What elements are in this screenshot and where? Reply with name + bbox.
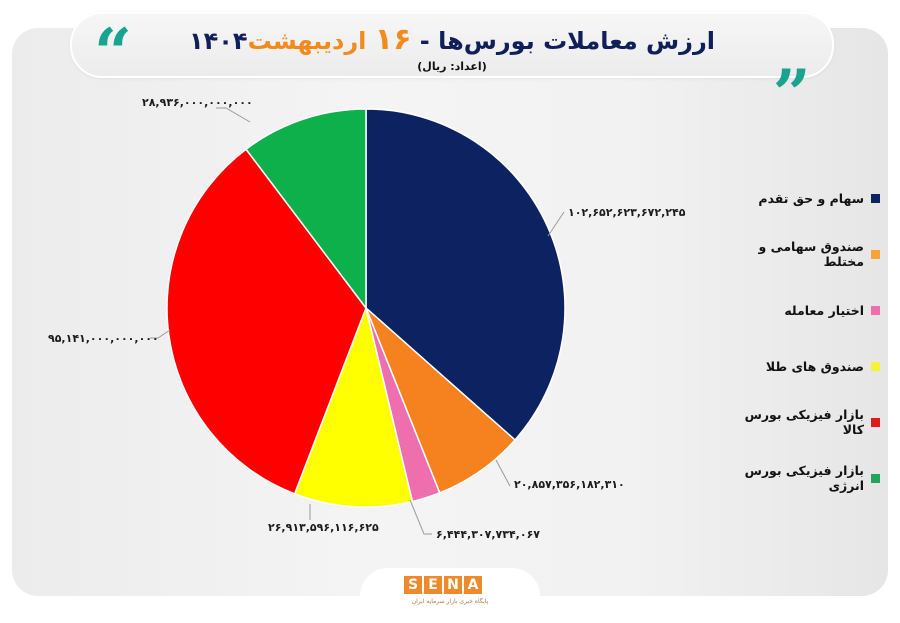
legend-item-commodity: بازار فیزیکی بورس کالا (720, 394, 880, 450)
pie-slice-stocks (365, 108, 566, 442)
legend-item-gold-funds: صندوق های طلا (720, 338, 880, 394)
title-prefix: ارزش معاملات بورس‌ها - (411, 27, 716, 55)
sena-logo: S E N A (404, 576, 482, 594)
logo-tagline: پایگاه خبری بازار سرمایه ایران (411, 598, 489, 605)
unit-subtitle: (اعداد: ریال) (417, 60, 487, 73)
value-label-commodity: ۹۵,۱۴۱,۰۰۰,۰۰۰,۰۰۰ (48, 332, 159, 345)
title-month: اردیبهشت (247, 27, 375, 55)
value-label-stocks: ۱۰۲,۶۵۲,۶۲۳,۶۷۲,۲۴۵ (568, 206, 686, 219)
pie-slice-energy (244, 108, 367, 311)
leader-line (216, 107, 251, 123)
leader-line (547, 211, 565, 237)
pie-slice-gold-funds (293, 305, 414, 508)
title-banner: “ ارزش معاملات بورس‌ها - ۱۶ اردیبهشت۱۴۰۴… (70, 12, 834, 100)
title-year: ۱۴۰۴ (188, 27, 248, 55)
leader-line (150, 329, 171, 339)
legend-label: بازار فیزیکی بورس کالا (744, 407, 864, 437)
legend-item-energy: بازار فیزیکی بورس انرژی (720, 450, 880, 506)
logo-letter: N (444, 576, 462, 594)
pie-slice-commodity (166, 148, 367, 495)
value-label-gold-funds: ۲۶,۹۱۳,۵۹۶,۱۱۶,۶۲۵ (268, 521, 379, 534)
legend-label: صندوق های طلا (765, 358, 864, 374)
legend-swatch (871, 473, 880, 483)
leader-line (495, 459, 511, 487)
value-label-energy: ۲۸,۹۳۶,۰۰۰,۰۰۰,۰۰۰ (142, 96, 253, 109)
open-quote-icon: “ (94, 14, 132, 92)
value-label-options: ۶,۴۴۴,۳۰۷,۷۳۴,۰۶۷ (436, 528, 540, 541)
legend-swatch (871, 305, 880, 315)
legend-label: صندوق سهامی و مختلط (758, 239, 864, 269)
legend-label: بازار فیزیکی بورس انرژی (744, 463, 864, 493)
title-day: ۱۶ (374, 22, 412, 57)
legend-swatch (871, 249, 880, 259)
legend-item-options: اختیار معامله (720, 282, 880, 338)
legend-swatch (871, 361, 880, 371)
page-title: ارزش معاملات بورس‌ها - ۱۶ اردیبهشت۱۴۰۴ (72, 22, 832, 57)
legend-item-stocks: سهام و حق تقدم (720, 170, 880, 226)
logo-letter: A (464, 576, 482, 594)
value-label-equity-funds: ۲۰,۸۵۷,۳۵۶,۱۸۲,۳۱۰ (514, 478, 625, 491)
legend-swatch (871, 193, 880, 203)
legend-label: سهام و حق تقدم (758, 190, 864, 206)
leader-line (409, 499, 432, 535)
chart-legend: سهام و حق تقدم صندوق سهامی و مختلط اختیا… (720, 170, 880, 506)
legend-swatch (871, 417, 880, 427)
legend-label: اختیار معامله (784, 302, 864, 318)
logo-letter: S (404, 576, 422, 594)
logo-letter: E (424, 576, 442, 594)
footer-logo-area: S E N A پایگاه خبری بازار سرمایه ایران (360, 568, 540, 623)
legend-item-equity-funds: صندوق سهامی و مختلط (720, 226, 880, 282)
